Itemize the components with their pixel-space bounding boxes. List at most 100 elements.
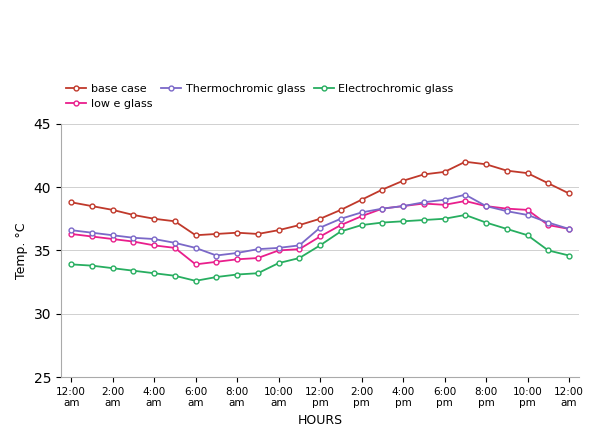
base case [420, 172, 427, 177]
Electrochromic glass [130, 268, 137, 273]
Electrochromic glass [213, 274, 220, 280]
X-axis label: HOURS: HOURS [298, 414, 343, 427]
Electrochromic glass [441, 216, 448, 221]
Thermochromic glass [68, 228, 75, 233]
low e glass [316, 234, 323, 239]
Thermochromic glass [254, 247, 262, 252]
base case [524, 171, 531, 176]
base case [296, 222, 303, 228]
Electrochromic glass [379, 220, 386, 225]
base case [151, 216, 158, 221]
Line: Electrochromic glass: Electrochromic glass [69, 213, 571, 283]
Thermochromic glass [213, 253, 220, 258]
low e glass [109, 236, 116, 242]
Electrochromic glass [545, 248, 552, 253]
low e glass [275, 248, 282, 253]
base case [482, 162, 490, 167]
base case [275, 228, 282, 233]
low e glass [130, 239, 137, 244]
base case [358, 197, 365, 202]
base case [109, 207, 116, 213]
low e glass [441, 202, 448, 207]
base case [68, 200, 75, 205]
base case [441, 169, 448, 175]
Electrochromic glass [109, 266, 116, 271]
base case [171, 219, 178, 224]
low e glass [503, 206, 511, 211]
Electrochromic glass [358, 222, 365, 228]
Electrochromic glass [233, 272, 241, 277]
Thermochromic glass [482, 203, 490, 209]
Electrochromic glass [337, 229, 344, 234]
low e glass [379, 206, 386, 211]
Legend: base case, low e glass, Thermochromic glass, Electrochromic glass: base case, low e glass, Thermochromic gl… [67, 84, 454, 109]
base case [400, 178, 407, 183]
Thermochromic glass [296, 243, 303, 248]
base case [379, 187, 386, 192]
Thermochromic glass [420, 200, 427, 205]
Thermochromic glass [88, 230, 95, 235]
Electrochromic glass [565, 253, 572, 258]
base case [337, 207, 344, 213]
Thermochromic glass [316, 225, 323, 230]
Electrochromic glass [482, 220, 490, 225]
Electrochromic glass [68, 262, 75, 267]
Electrochromic glass [254, 271, 262, 276]
Thermochromic glass [151, 236, 158, 242]
base case [461, 159, 469, 164]
Thermochromic glass [379, 206, 386, 211]
low e glass [213, 259, 220, 264]
low e glass [337, 222, 344, 228]
Thermochromic glass [400, 203, 407, 209]
Thermochromic glass [565, 226, 572, 232]
low e glass [545, 222, 552, 228]
base case [503, 168, 511, 173]
Thermochromic glass [109, 232, 116, 238]
Thermochromic glass [461, 192, 469, 197]
low e glass [461, 198, 469, 204]
Line: Thermochromic glass: Thermochromic glass [69, 192, 571, 258]
low e glass [296, 247, 303, 252]
Thermochromic glass [524, 212, 531, 217]
base case [130, 212, 137, 217]
Electrochromic glass [151, 271, 158, 276]
Electrochromic glass [400, 219, 407, 224]
base case [233, 230, 241, 235]
low e glass [524, 207, 531, 213]
Thermochromic glass [441, 197, 448, 202]
Thermochromic glass [171, 240, 178, 245]
Thermochromic glass [192, 245, 199, 251]
Thermochromic glass [358, 210, 365, 215]
Line: low e glass: low e glass [69, 198, 571, 267]
Electrochromic glass [275, 260, 282, 266]
Electrochromic glass [503, 226, 511, 232]
Electrochromic glass [316, 243, 323, 248]
Electrochromic glass [296, 255, 303, 261]
base case [88, 203, 95, 209]
Y-axis label: Temp. °C: Temp. °C [15, 222, 28, 279]
low e glass [482, 203, 490, 209]
base case [565, 191, 572, 196]
Line: base case: base case [69, 159, 571, 238]
low e glass [192, 262, 199, 267]
low e glass [420, 201, 427, 206]
base case [192, 232, 199, 238]
low e glass [233, 257, 241, 262]
base case [213, 231, 220, 236]
base case [545, 181, 552, 186]
low e glass [88, 234, 95, 239]
Thermochromic glass [130, 235, 137, 240]
Electrochromic glass [88, 263, 95, 268]
low e glass [151, 243, 158, 248]
Thermochromic glass [503, 209, 511, 214]
low e glass [254, 255, 262, 261]
Thermochromic glass [275, 245, 282, 251]
low e glass [400, 203, 407, 209]
Electrochromic glass [461, 212, 469, 217]
Electrochromic glass [171, 273, 178, 278]
low e glass [358, 213, 365, 219]
Electrochromic glass [192, 278, 199, 283]
low e glass [171, 245, 178, 251]
Electrochromic glass [420, 217, 427, 223]
Thermochromic glass [545, 220, 552, 225]
